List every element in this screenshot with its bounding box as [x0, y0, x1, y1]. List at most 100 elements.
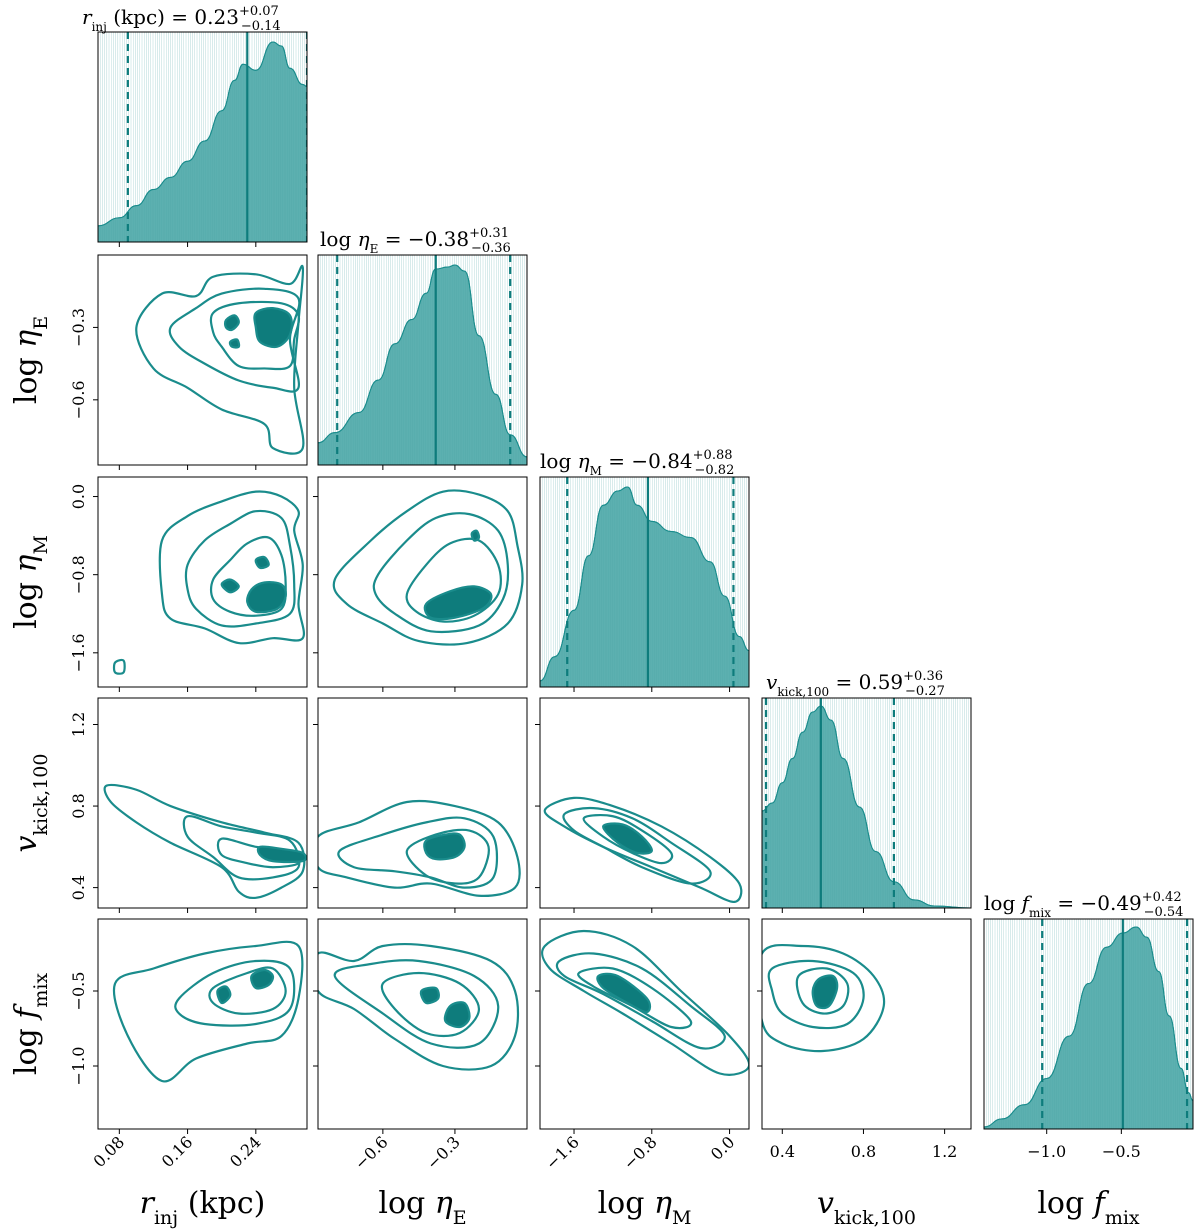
marginal-vkick: [762, 698, 971, 908]
label-part: log: [9, 1019, 44, 1075]
label-part: kick,100: [777, 685, 829, 699]
contour-level-1: [811, 974, 839, 1010]
label-part: log: [598, 1186, 654, 1221]
contour-level-1: [423, 832, 466, 861]
contour-level-4: [318, 943, 520, 1071]
y-axis-label-logfmix: log fmix: [9, 973, 52, 1076]
contour-level-1: [223, 314, 240, 332]
contour-level-1: [216, 985, 232, 1005]
y-tick-label-logetaM: 0.0: [69, 484, 88, 509]
label-part: mix: [1105, 1207, 1140, 1229]
x-tick-label-logfmix: −0.5: [1102, 1142, 1141, 1161]
marginal-logfmix: [984, 919, 1193, 1129]
label-part: E: [453, 1207, 467, 1229]
label-part: log: [9, 348, 44, 404]
contour-level-1: [250, 968, 275, 990]
contour-level-2: [582, 814, 674, 865]
label-part: inj: [154, 1207, 178, 1229]
contour-level-1: [602, 822, 653, 855]
contour-panel-logfmix-vs-logetaM: [541, 929, 749, 1076]
contour-panel-logetaM-vs-logetaE: [332, 489, 524, 646]
label-part: E: [30, 316, 52, 330]
contour-panel-logetaM-vs-rinj: [112, 490, 305, 675]
label-part: (kpc): [178, 1186, 265, 1221]
label-part: log: [378, 1186, 434, 1221]
contour-level-2: [405, 828, 490, 885]
label-part: η: [9, 330, 44, 348]
x-tick-label-rinj: 0.24: [226, 1132, 265, 1171]
contour-level-3: [337, 816, 499, 889]
contour-level-1: [443, 1001, 471, 1029]
contour-level-3: [333, 959, 500, 1049]
panel-frame: [97, 254, 308, 466]
label-part: (kpc): [107, 5, 165, 29]
contour-panel-vkick-vs-logetaE: [318, 799, 521, 897]
contour-panel-vkick-vs-logetaM: [543, 796, 743, 903]
contour-level-3: [184, 509, 296, 628]
contour-level-4: [112, 940, 304, 1083]
x-tick-label-logetaM: −0.8: [620, 1132, 661, 1173]
label-part: r: [140, 1186, 156, 1221]
marginal-outline-rinj: [98, 41, 307, 242]
title-equals: = −0.84: [602, 449, 693, 473]
contour-level-1: [228, 338, 241, 349]
marginal-rinj: [98, 32, 307, 242]
label-part: r: [82, 5, 93, 29]
diag-title-vkick: vkick,100 = 0.59+0.36 −0.27: [766, 669, 945, 699]
contour-level-2: [209, 300, 301, 371]
y-tick-label-logetaM: −0.8: [69, 555, 88, 594]
label-part: log: [984, 891, 1022, 915]
contour-level-2: [577, 966, 693, 1030]
contour-level-1: [254, 555, 270, 570]
label-part: log: [1037, 1186, 1093, 1221]
contour-level-1: [470, 529, 481, 542]
contour-level-1: [423, 585, 493, 621]
title-plus-error: +0.07: [239, 4, 279, 19]
y-tick-label-vkick: 0.8: [69, 793, 88, 818]
contour-level-2: [380, 971, 481, 1038]
title-plus-error: +0.88: [693, 448, 733, 463]
title-minus-error: −0.14: [241, 19, 281, 34]
y-tick-label-vkick: 1.2: [69, 712, 88, 737]
panel-frame-diag-vkick: [761, 697, 972, 909]
label-part: log: [9, 573, 44, 629]
y-tick-label-logetaE: −0.6: [69, 380, 88, 419]
contour-level-4: [541, 929, 749, 1076]
marginal-logetaE: [318, 255, 527, 465]
label-part: kick,100: [834, 1207, 916, 1229]
x-tick-label-vkick: 1.2: [932, 1142, 957, 1161]
contour-panel-logfmix-vs-vkick: [762, 943, 886, 1053]
y-tick-label-vkick: 0.4: [69, 875, 88, 900]
contour-level-2: [209, 535, 287, 617]
panel-frame: [317, 918, 528, 1130]
label-part: η: [358, 227, 370, 251]
title-equals: = 0.59: [829, 670, 903, 694]
y-tick-label-logfmix: −1.0: [69, 1047, 88, 1086]
label-part: M: [590, 464, 602, 478]
x-tick-label-logetaE: −0.3: [423, 1132, 464, 1173]
label-part: η: [435, 1186, 453, 1221]
contour-level-4: [112, 658, 126, 675]
y-tick-label-logetaM: −1.6: [69, 633, 88, 672]
y-tick-label-logfmix: −0.5: [69, 972, 88, 1011]
title-equals: = −0.38: [378, 227, 469, 251]
contour-panel-vkick-vs-rinj: [103, 783, 307, 900]
contour-level-3: [174, 959, 296, 1027]
contour-level-4: [332, 489, 524, 646]
diag-title-rinj: rinj (kpc) = 0.23+0.07 −0.14: [82, 4, 281, 34]
label-part: kick,100: [30, 753, 52, 835]
y-axis-label-logetaE: log ηE: [9, 316, 52, 404]
label-part: v: [766, 670, 778, 694]
x-tick-label-logfmix: −1.0: [1027, 1142, 1066, 1161]
y-axis-label-vkick: vkick,100: [9, 753, 52, 852]
x-axis-label-logetaM: log ηM: [598, 1186, 692, 1229]
panel-frame: [97, 476, 308, 688]
x-tick-label-vkick: 0.8: [851, 1142, 876, 1161]
marginal-histogram-logetaE: [318, 264, 527, 465]
diag-title-logetaE: log ηE = −0.38+0.31 −0.36: [320, 226, 511, 256]
label-part: log: [540, 449, 578, 473]
contour-level-1: [256, 845, 307, 864]
panel-frame-diag-logetaM: [539, 476, 750, 688]
diag-title-logetaM: log ηM = −0.84+0.88 −0.82: [540, 448, 734, 478]
